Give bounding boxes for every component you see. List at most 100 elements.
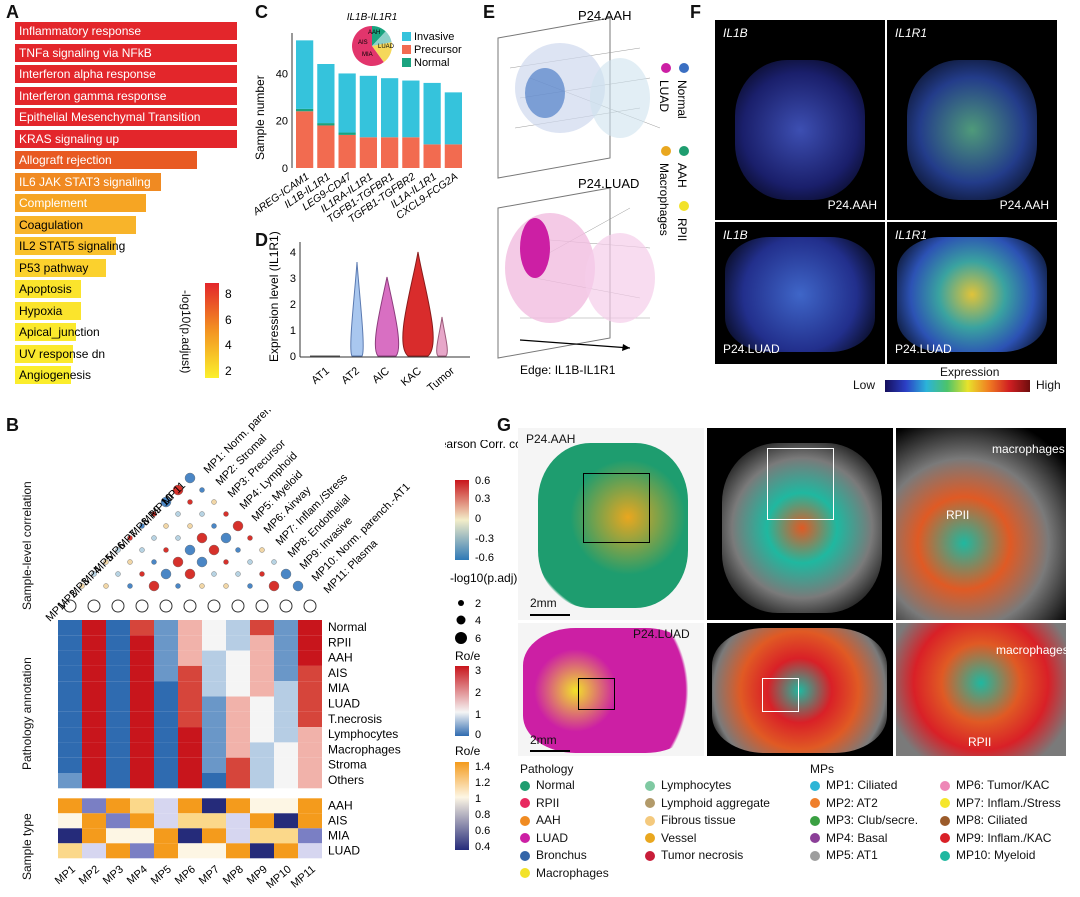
heat-cell (250, 681, 274, 697)
sample-cell (130, 828, 154, 844)
sample-cell (178, 798, 202, 814)
pie-slice (372, 26, 386, 46)
mp-xlabel: MP3 (101, 863, 126, 887)
heat-cell (202, 681, 226, 697)
f-gene-label: IL1R1 (895, 228, 928, 242)
pathway-bar: Angiogenesis (15, 366, 91, 384)
corr-dot (247, 535, 253, 541)
corr-dot (280, 568, 292, 580)
corr-dot (163, 523, 169, 529)
path-row-label: MIA (328, 681, 349, 695)
sample-cell (298, 843, 322, 859)
sample-cell (226, 798, 250, 814)
heat-cell (202, 650, 226, 666)
sample-row-label: AIS (328, 813, 347, 827)
heat-cell (154, 620, 178, 636)
e-legend-dot-rpii (679, 201, 689, 211)
legend-dot-icon (645, 798, 655, 809)
heat-cell (178, 757, 202, 773)
e-legend-dot-macro (661, 146, 671, 156)
sample-cell (274, 798, 298, 814)
heat-cell (106, 681, 130, 697)
corr-dot (211, 571, 217, 577)
g-legend-item: MP10: Myeloid (940, 848, 1061, 866)
sample-cell (82, 798, 106, 814)
f-scale-high: High (1036, 378, 1061, 392)
bar-precursor (444, 144, 462, 168)
heat-cell (250, 757, 274, 773)
heat-cell (154, 650, 178, 666)
corr-dot (172, 556, 184, 568)
pathway-bar: Allograft rejection (15, 151, 197, 169)
heat-cell (178, 711, 202, 728)
g-legend-item: Bronchus (520, 848, 609, 866)
heat-cell (178, 681, 202, 697)
g-legend-item: Lymphocytes (645, 778, 770, 796)
corr-dot (268, 580, 280, 592)
a-tick: 2 (225, 364, 232, 378)
bar-precursor (317, 125, 335, 168)
path-row-label: AIS (328, 666, 347, 680)
g-luad-zoom: macrophages RPII (896, 623, 1066, 756)
corr-dot (163, 547, 169, 553)
mp-xlabel: MP2 (77, 863, 102, 887)
g-aah-title: P24.AAH (526, 432, 576, 446)
bar-invasive (444, 92, 462, 145)
heat-cell (58, 773, 82, 789)
corr-dot (115, 571, 121, 577)
heat-cell (202, 620, 226, 636)
corr-diag-node (135, 599, 149, 613)
heat-cell (298, 665, 322, 682)
g-legend-label: MP4: Basal (826, 830, 888, 845)
bar-invasive (423, 82, 441, 145)
d-ytick: 3 (290, 273, 296, 285)
g-mp-title: MPs (810, 762, 834, 776)
bar-invasive (381, 78, 399, 138)
d-ytick: 2 (290, 299, 296, 311)
c-legend-label: Precursor (414, 44, 462, 56)
g-luad-pathology-map: P24.LUAD 2mm (518, 623, 704, 756)
heat-cell (154, 696, 178, 712)
heat-cell (250, 665, 274, 682)
heat-cell (130, 711, 154, 728)
g-legend-label: Vessel (661, 830, 697, 845)
roe-tick: 3 (475, 665, 481, 677)
c-legend-swatch (402, 32, 411, 41)
panel-c-letter: C (255, 2, 268, 22)
legend-dot-icon (645, 815, 655, 826)
b-corr-title: Pearson Corr. coeff. (445, 440, 525, 451)
corr-dot (184, 568, 196, 580)
corr-diag-node (231, 599, 245, 613)
sample-cell (58, 828, 82, 844)
heat-cell (250, 742, 274, 758)
sample-cell (202, 813, 226, 829)
g-legend-item: RPII (520, 796, 609, 814)
g-legend-label: Tumor necrosis (661, 848, 744, 862)
g-legend-label: Fibrous tissue (661, 813, 736, 827)
d-group: Tumor (425, 365, 457, 392)
sample-cell (154, 813, 178, 829)
mp-xlabel: MP1 (53, 863, 78, 887)
legend-dot-icon (940, 833, 950, 844)
bar-normal (338, 132, 356, 135)
heat-cell (82, 711, 106, 728)
heat-cell (178, 620, 202, 636)
heat-cell (106, 727, 130, 743)
pathway-bar: Epithelial Mesenchymal Transition (15, 108, 237, 126)
corr-dot (187, 499, 193, 505)
padj-tick: 2 (475, 598, 481, 610)
corr-dot (184, 544, 196, 556)
sample-cell (130, 813, 154, 829)
path-row-label: Others (328, 773, 364, 787)
heat-cell (154, 727, 178, 743)
heat-cell (154, 681, 178, 697)
corr-dot (223, 583, 229, 589)
heat-cell (226, 757, 250, 773)
bar-invasive (338, 73, 356, 133)
legend-dot-icon (520, 815, 530, 826)
f-sample-label: P24.LUAD (723, 342, 780, 356)
sample-cell (178, 828, 202, 844)
heat-cell (154, 711, 178, 728)
heat-cell (130, 742, 154, 758)
sample-cell (202, 843, 226, 859)
